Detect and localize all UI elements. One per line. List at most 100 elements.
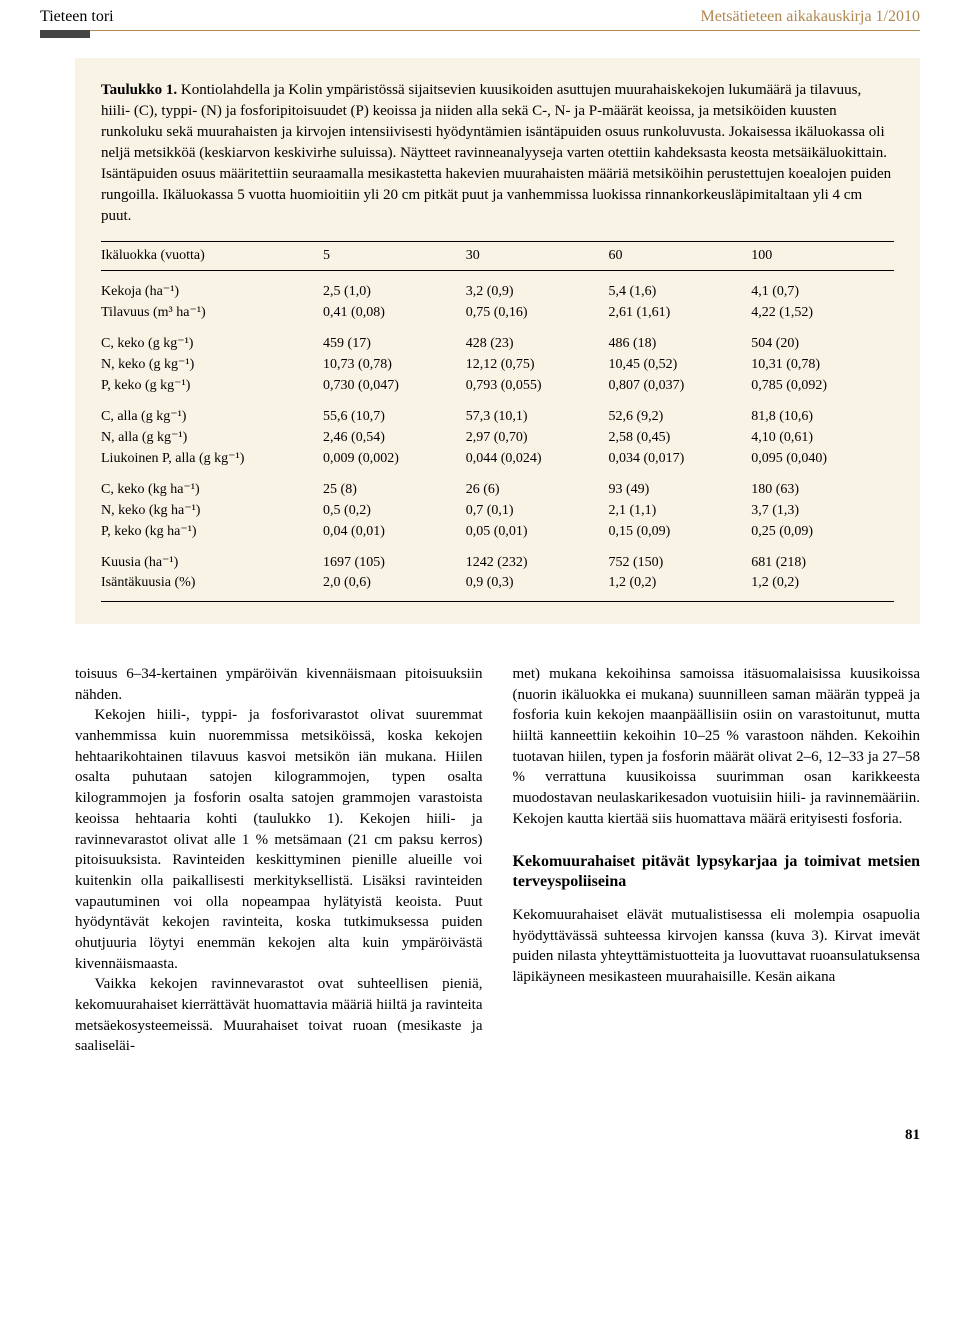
- table-row-label: C, alla (g kg⁻¹): [101, 396, 323, 427]
- table-row-label: Isäntäkuusia (%): [101, 573, 323, 602]
- table-header-cell: 100: [751, 242, 894, 271]
- page-content: Taulukko 1. Kontiolahdella ja Kolin ympä…: [0, 38, 960, 1097]
- table-row-label: P, keko (g kg⁻¹): [101, 375, 323, 396]
- body-paragraph: toisuus 6–34-kertainen ympäröivän kivenn…: [75, 664, 483, 705]
- body-paragraph: Vaikka kekojen ravinnevarastot ovat suht…: [75, 974, 483, 1057]
- table-cell: 52,6 (9,2): [609, 396, 752, 427]
- table-cell: 0,009 (0,002): [323, 448, 466, 469]
- table-cell: 93 (49): [609, 469, 752, 500]
- table-row: N, keko (g kg⁻¹)10,73 (0,78)12,12 (0,75)…: [101, 354, 894, 375]
- page-header: Tieteen tori Metsätieteen aikakauskirja …: [0, 0, 960, 30]
- table-cell: 0,034 (0,017): [609, 448, 752, 469]
- table-cell: 2,61 (1,61): [609, 302, 752, 323]
- header-rule: [40, 30, 920, 31]
- table-cell: 12,12 (0,75): [466, 354, 609, 375]
- table-caption: Taulukko 1. Kontiolahdella ja Kolin ympä…: [101, 80, 894, 227]
- table-header-cell: 5: [323, 242, 466, 271]
- table-row: C, keko (g kg⁻¹)459 (17)428 (23)486 (18)…: [101, 323, 894, 354]
- table-cell: 1242 (232): [466, 542, 609, 573]
- table-cell: 2,46 (0,54): [323, 427, 466, 448]
- table-cell: 486 (18): [609, 323, 752, 354]
- table-cell: 0,41 (0,08): [323, 302, 466, 323]
- table-cell: 0,7 (0,1): [466, 500, 609, 521]
- table-cell: 0,730 (0,047): [323, 375, 466, 396]
- table-cell: 81,8 (10,6): [751, 396, 894, 427]
- table-cell: 5,4 (1,6): [609, 271, 752, 303]
- table-row-label: Tilavuus (m³ ha⁻¹): [101, 302, 323, 323]
- table-row-label: N, keko (kg ha⁻¹): [101, 500, 323, 521]
- body-paragraph: met) mukana kekoihinsa samoissa itäsuoma…: [513, 664, 921, 830]
- body-paragraph: Kekomuurahaiset elävät mutualistisessa e…: [513, 905, 921, 988]
- table-cell: 0,05 (0,01): [466, 521, 609, 542]
- table-cell: 1,2 (0,2): [609, 573, 752, 602]
- table-header-row: Ikäluokka (vuotta) 5 30 60 100: [101, 242, 894, 271]
- table-cell: 0,095 (0,040): [751, 448, 894, 469]
- table-row-label: Kuusia (ha⁻¹): [101, 542, 323, 573]
- table-box: Taulukko 1. Kontiolahdella ja Kolin ympä…: [75, 58, 920, 624]
- table-row: Isäntäkuusia (%)2,0 (0,6)0,9 (0,3)1,2 (0…: [101, 573, 894, 602]
- table-cell: 180 (63): [751, 469, 894, 500]
- right-column: met) mukana kekoihinsa samoissa itäsuoma…: [513, 664, 921, 1057]
- table-row-label: Kekoja (ha⁻¹): [101, 271, 323, 303]
- data-table: Ikäluokka (vuotta) 5 30 60 100 Kekoja (h…: [101, 241, 894, 602]
- table-cell: 4,1 (0,7): [751, 271, 894, 303]
- table-cell: 428 (23): [466, 323, 609, 354]
- table-row-label: N, keko (g kg⁻¹): [101, 354, 323, 375]
- table-row: P, keko (g kg⁻¹)0,730 (0,047)0,793 (0,05…: [101, 375, 894, 396]
- table-row: Kekoja (ha⁻¹)2,5 (1,0)3,2 (0,9)5,4 (1,6)…: [101, 271, 894, 303]
- table-cell: 26 (6): [466, 469, 609, 500]
- table-cell: 1,2 (0,2): [751, 573, 894, 602]
- header-journal-issue: Metsätieteen aikakauskirja 1/2010: [701, 8, 920, 26]
- table-row: Tilavuus (m³ ha⁻¹)0,41 (0,08)0,75 (0,16)…: [101, 302, 894, 323]
- table-cell: 3,7 (1,3): [751, 500, 894, 521]
- table-cell: 0,9 (0,3): [466, 573, 609, 602]
- table-cell: 0,25 (0,09): [751, 521, 894, 542]
- table-row: C, keko (kg ha⁻¹)25 (8)26 (6)93 (49)180 …: [101, 469, 894, 500]
- left-column: toisuus 6–34-kertainen ympäröivän kivenn…: [75, 664, 483, 1057]
- table-cell: 681 (218): [751, 542, 894, 573]
- table-cell: 55,6 (10,7): [323, 396, 466, 427]
- table-cell: 2,1 (1,1): [609, 500, 752, 521]
- table-cell: 4,10 (0,61): [751, 427, 894, 448]
- table-cell: 25 (8): [323, 469, 466, 500]
- table-header-cell: 30: [466, 242, 609, 271]
- body-paragraph: Kekojen hiili-, typpi- ja fosforivarasto…: [75, 705, 483, 974]
- table-cell: 504 (20): [751, 323, 894, 354]
- header-section-title: Tieteen tori: [40, 8, 114, 26]
- table-cell: 459 (17): [323, 323, 466, 354]
- table-row-label: Liukoinen P, alla (g kg⁻¹): [101, 448, 323, 469]
- table-row-label: N, alla (g kg⁻¹): [101, 427, 323, 448]
- table-cell: 0,793 (0,055): [466, 375, 609, 396]
- table-cell: 4,22 (1,52): [751, 302, 894, 323]
- table-header-cell: 60: [609, 242, 752, 271]
- table-cell: 0,04 (0,01): [323, 521, 466, 542]
- table-row: P, keko (kg ha⁻¹)0,04 (0,01)0,05 (0,01)0…: [101, 521, 894, 542]
- page-number: 81: [0, 1097, 960, 1164]
- table-row: N, keko (kg ha⁻¹)0,5 (0,2)0,7 (0,1)2,1 (…: [101, 500, 894, 521]
- table-cell: 0,5 (0,2): [323, 500, 466, 521]
- table-cell: 2,5 (1,0): [323, 271, 466, 303]
- table-cell: 3,2 (0,9): [466, 271, 609, 303]
- table-cell: 10,45 (0,52): [609, 354, 752, 375]
- table-caption-text: Kontiolahdella ja Kolin ympäristössä sij…: [101, 82, 891, 224]
- table-caption-label: Taulukko 1.: [101, 82, 177, 98]
- header-tab-marker: [40, 30, 90, 38]
- table-row: Liukoinen P, alla (g kg⁻¹)0,009 (0,002) 0…: [101, 448, 894, 469]
- table-cell: 10,73 (0,78): [323, 354, 466, 375]
- table-cell: 752 (150): [609, 542, 752, 573]
- table-row: Kuusia (ha⁻¹)1697 (105)1242 (232)752 (15…: [101, 542, 894, 573]
- table-cell: 0,15 (0,09): [609, 521, 752, 542]
- table-cell: 0,807 (0,037): [609, 375, 752, 396]
- table-row-label: C, keko (kg ha⁻¹): [101, 469, 323, 500]
- table-cell: 1697 (105): [323, 542, 466, 573]
- table-cell: 2,58 (0,45): [609, 427, 752, 448]
- table-row: N, alla (g kg⁻¹)2,46 (0,54)2,97 (0,70)2,…: [101, 427, 894, 448]
- body-columns: toisuus 6–34-kertainen ympäröivän kivenn…: [75, 664, 920, 1057]
- table-cell: 0,75 (0,16): [466, 302, 609, 323]
- table-cell: 0,785 (0,092): [751, 375, 894, 396]
- section-heading: Kekomuurahaiset pitävät lypsykarjaa ja t…: [513, 852, 921, 894]
- table-row: C, alla (g kg⁻¹)55,6 (10,7)57,3 (10,1)52…: [101, 396, 894, 427]
- table-header-cell: Ikäluokka (vuotta): [101, 242, 323, 271]
- table-row-label: C, keko (g kg⁻¹): [101, 323, 323, 354]
- table-cell: 2,97 (0,70): [466, 427, 609, 448]
